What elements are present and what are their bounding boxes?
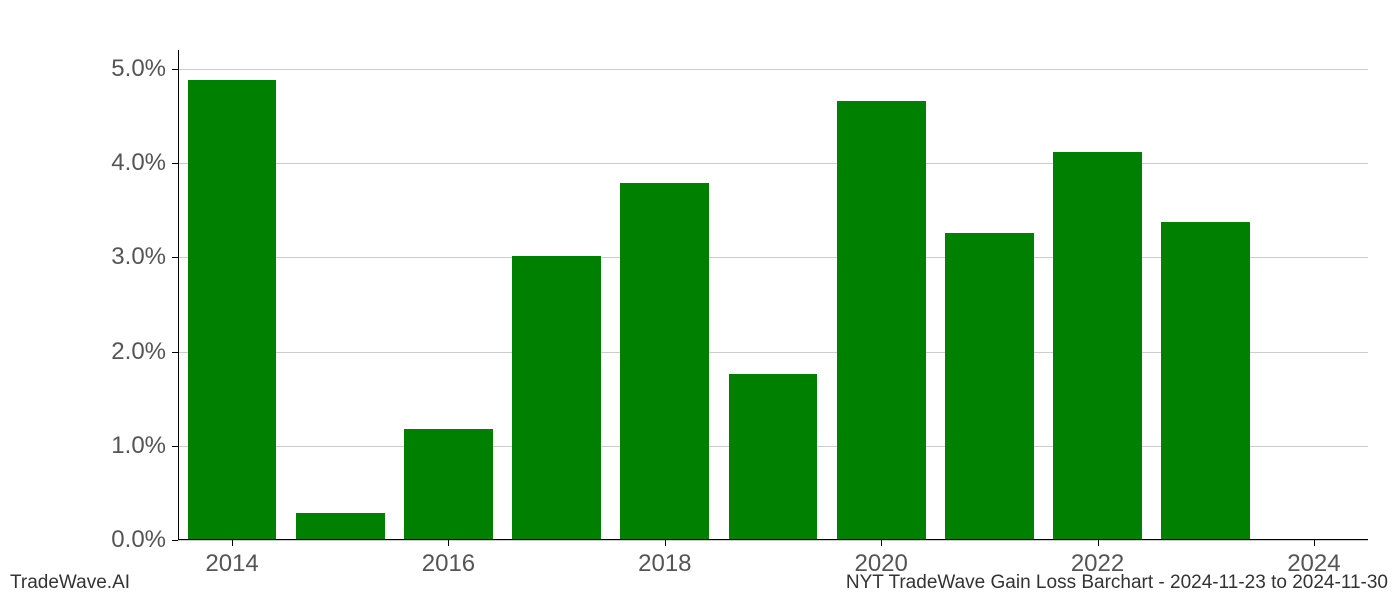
xtick-mark <box>665 540 666 546</box>
ytick-label: 5.0% <box>111 55 166 83</box>
gridline <box>178 69 1368 70</box>
xtick-mark <box>232 540 233 546</box>
bar <box>620 183 709 540</box>
ytick-mark <box>172 540 178 541</box>
bar <box>512 256 601 540</box>
gridline <box>178 163 1368 164</box>
bar <box>1161 222 1250 541</box>
xtick-label: 2018 <box>638 550 691 578</box>
xtick-mark <box>881 540 882 546</box>
plot-area: 0.0%1.0%2.0%3.0%4.0%5.0%2014201620182020… <box>178 50 1368 540</box>
chart-container: 0.0%1.0%2.0%3.0%4.0%5.0%2014201620182020… <box>0 0 1400 600</box>
bar <box>945 233 1034 540</box>
x-axis-line <box>178 539 1368 540</box>
bar <box>296 513 385 540</box>
xtick-mark <box>1314 540 1315 546</box>
xtick-mark <box>448 540 449 546</box>
ytick-label: 0.0% <box>111 526 166 554</box>
xtick-label: 2014 <box>205 550 258 578</box>
ytick-label: 3.0% <box>111 243 166 271</box>
bar <box>188 80 277 540</box>
bar <box>729 374 818 540</box>
bar <box>1053 152 1142 540</box>
gridline <box>178 540 1368 541</box>
bar <box>837 101 926 540</box>
xtick-label: 2016 <box>422 550 475 578</box>
ytick-label: 4.0% <box>111 149 166 177</box>
footer-right-label: NYT TradeWave Gain Loss Barchart - 2024-… <box>846 572 1388 594</box>
ytick-label: 1.0% <box>111 432 166 460</box>
bar <box>404 429 493 540</box>
ytick-label: 2.0% <box>111 338 166 366</box>
y-axis-line <box>178 50 179 540</box>
footer-left-label: TradeWave.AI <box>10 572 130 594</box>
xtick-mark <box>1098 540 1099 546</box>
